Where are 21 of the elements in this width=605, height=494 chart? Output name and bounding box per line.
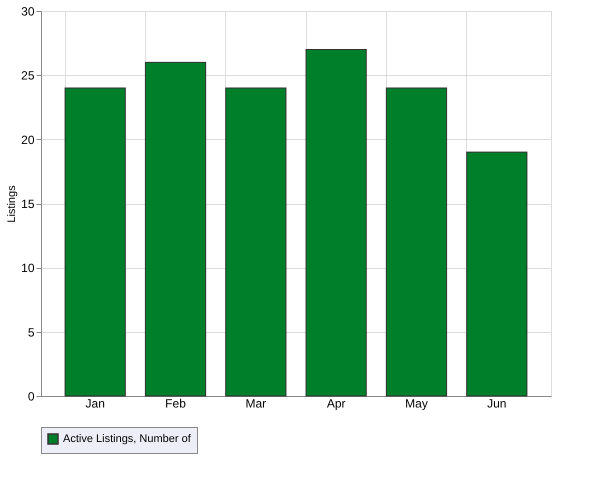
x-tick-label: Jan xyxy=(86,396,105,410)
bar xyxy=(144,62,206,396)
bar xyxy=(64,88,126,396)
x-tick-label: May xyxy=(405,396,428,410)
y-tick-label: 0 xyxy=(28,390,35,404)
y-axis-title: Listings xyxy=(6,184,18,223)
bar xyxy=(225,88,286,396)
y-tick-label: 15 xyxy=(21,197,35,211)
y-tick-label: 20 xyxy=(21,132,35,147)
bar xyxy=(386,88,448,396)
x-tick-label: Feb xyxy=(165,396,186,410)
y-tick-label: 30 xyxy=(21,4,35,18)
legend-label: Active Listings, Number of xyxy=(63,433,192,445)
x-tick-label: Jun xyxy=(487,396,506,410)
y-tick-label: 5 xyxy=(28,325,35,340)
x-tick-label: Apr xyxy=(326,396,346,410)
x-tick-label: Mar xyxy=(246,396,266,410)
bar xyxy=(306,49,367,396)
bar xyxy=(466,152,528,396)
y-tick-label: 25 xyxy=(21,68,35,83)
y-tick-label: 10 xyxy=(21,261,35,276)
